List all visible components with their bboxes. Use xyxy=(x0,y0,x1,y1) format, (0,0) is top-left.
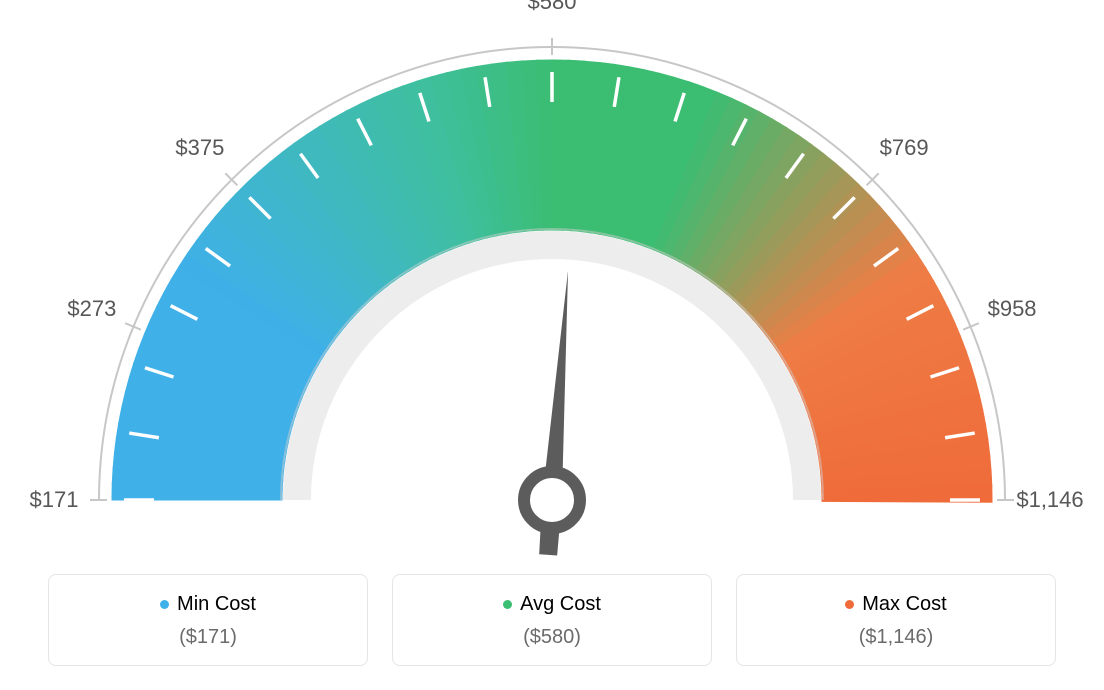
gauge-tick-label: $273 xyxy=(67,296,116,322)
legend-title-text: Avg Cost xyxy=(520,593,601,616)
legend-value-max: ($1,146) xyxy=(737,626,1055,649)
legend-card-max: Max Cost ($1,146) xyxy=(736,574,1056,666)
legend-row: Min Cost ($171) Avg Cost ($580) Max Cost… xyxy=(0,574,1104,666)
legend-value-avg: ($580) xyxy=(393,626,711,649)
gauge-tick-label: $769 xyxy=(880,135,929,161)
dot-icon xyxy=(845,600,854,609)
dot-icon xyxy=(160,600,169,609)
legend-value-min: ($171) xyxy=(49,626,367,649)
cost-gauge: $171 $273 $375 $580 $769 $958 $1,146 xyxy=(0,0,1104,560)
legend-title-avg: Avg Cost xyxy=(503,593,601,616)
gauge-tick-label: $171 xyxy=(30,487,79,513)
legend-title-text: Min Cost xyxy=(177,593,256,616)
gauge-tick-label: $958 xyxy=(988,296,1037,322)
dot-icon xyxy=(503,600,512,609)
legend-card-min: Min Cost ($171) xyxy=(48,574,368,666)
gauge-tick-label: $580 xyxy=(528,0,577,15)
gauge-svg xyxy=(0,0,1104,560)
legend-title-text: Max Cost xyxy=(862,593,946,616)
legend-card-avg: Avg Cost ($580) xyxy=(392,574,712,666)
legend-title-max: Max Cost xyxy=(845,593,946,616)
gauge-tick-label: $1,146 xyxy=(1016,487,1083,513)
gauge-tick-label: $375 xyxy=(175,135,224,161)
legend-title-min: Min Cost xyxy=(160,593,256,616)
